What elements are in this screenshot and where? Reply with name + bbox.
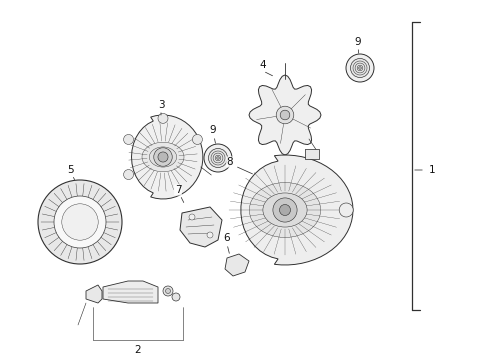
- Text: 8: 8: [227, 157, 233, 167]
- Circle shape: [163, 286, 173, 296]
- Polygon shape: [249, 75, 321, 155]
- Text: 2: 2: [135, 345, 141, 355]
- Text: 9: 9: [210, 125, 216, 135]
- Circle shape: [166, 288, 171, 293]
- Text: 3: 3: [158, 100, 164, 110]
- Circle shape: [273, 198, 297, 222]
- Polygon shape: [86, 285, 102, 303]
- Circle shape: [279, 204, 291, 216]
- Ellipse shape: [249, 183, 320, 238]
- Polygon shape: [225, 254, 249, 276]
- Ellipse shape: [149, 147, 177, 167]
- Circle shape: [54, 196, 106, 248]
- Ellipse shape: [142, 142, 184, 172]
- Circle shape: [207, 232, 213, 238]
- Circle shape: [204, 144, 232, 172]
- Text: 4: 4: [260, 60, 266, 70]
- Circle shape: [280, 110, 290, 120]
- Polygon shape: [131, 115, 203, 199]
- Circle shape: [339, 203, 353, 217]
- Text: 9: 9: [355, 37, 361, 47]
- Text: 5: 5: [67, 165, 74, 175]
- Circle shape: [189, 214, 195, 220]
- Circle shape: [346, 54, 374, 82]
- Text: 6: 6: [224, 233, 230, 243]
- Polygon shape: [180, 207, 222, 247]
- Text: 7: 7: [175, 185, 181, 195]
- Circle shape: [193, 134, 202, 144]
- Circle shape: [172, 293, 180, 301]
- Circle shape: [350, 58, 369, 77]
- Circle shape: [123, 134, 134, 144]
- Polygon shape: [241, 155, 353, 265]
- Circle shape: [208, 148, 227, 167]
- Text: 1: 1: [429, 165, 435, 175]
- Circle shape: [359, 67, 362, 69]
- Circle shape: [158, 152, 168, 162]
- Circle shape: [154, 148, 172, 166]
- Circle shape: [123, 170, 134, 180]
- Ellipse shape: [263, 193, 307, 227]
- Polygon shape: [103, 281, 158, 303]
- Circle shape: [276, 106, 294, 124]
- Polygon shape: [305, 149, 319, 159]
- Circle shape: [217, 157, 220, 159]
- Circle shape: [158, 113, 168, 123]
- Circle shape: [38, 180, 122, 264]
- Circle shape: [62, 204, 98, 240]
